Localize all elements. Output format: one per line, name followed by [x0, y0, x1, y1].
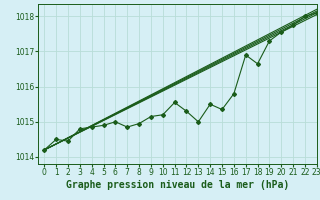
X-axis label: Graphe pression niveau de la mer (hPa): Graphe pression niveau de la mer (hPa) — [66, 180, 289, 190]
